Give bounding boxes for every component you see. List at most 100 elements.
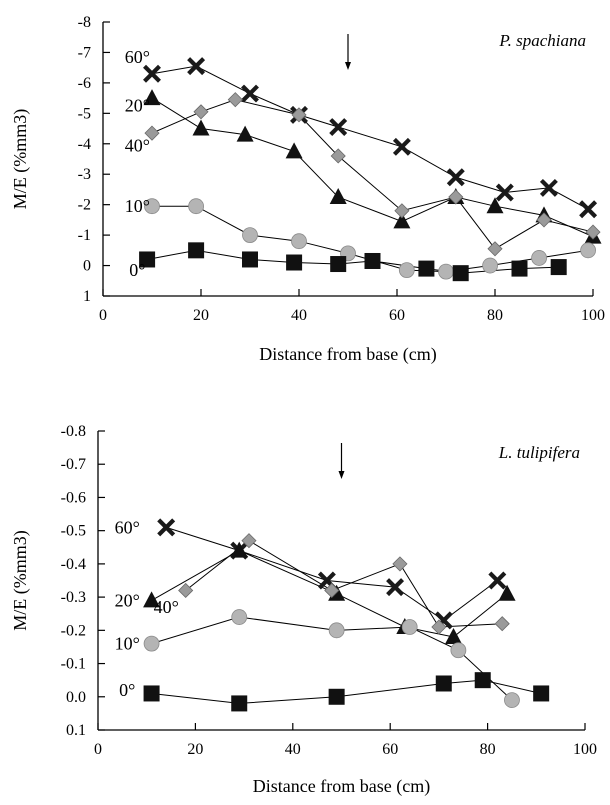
x-tick-label: 20: [187, 741, 203, 758]
data-point: [452, 265, 469, 282]
panel-title: L. tulipifera: [498, 443, 580, 462]
data-point: [241, 84, 259, 103]
series-label: 40°: [154, 597, 179, 617]
x-tick-label: 80: [480, 741, 496, 758]
data-point: [193, 104, 209, 120]
data-point: [531, 250, 547, 266]
data-point: [418, 260, 435, 277]
data-point: [438, 263, 454, 280]
x-tick-label: 20: [193, 307, 209, 324]
data-point: [536, 212, 552, 228]
data-point: [236, 125, 254, 142]
data-point: [143, 89, 161, 106]
series-label: 10°: [125, 196, 150, 216]
data-point: [188, 198, 205, 215]
data-point: [329, 188, 347, 205]
data-point: [330, 256, 347, 273]
data-point: [328, 622, 345, 639]
data-point: [178, 582, 194, 599]
data-point: [504, 692, 520, 708]
data-point: [539, 178, 558, 197]
data-point: [286, 254, 303, 271]
data-point: [511, 260, 528, 277]
data-point: [291, 233, 307, 250]
data-point: [533, 685, 550, 702]
data-point: [431, 619, 447, 635]
data-point: [192, 119, 210, 136]
data-point: [227, 92, 243, 108]
data-point: [143, 591, 161, 608]
y-tick-label: -2: [78, 197, 91, 214]
y-tick-label: -0.6: [61, 489, 86, 506]
data-point: [435, 675, 452, 692]
data-point: [393, 212, 411, 229]
y-axis-title: M/E (%mm3): [10, 530, 31, 631]
data-point: [494, 616, 510, 632]
series-label: 60°: [125, 47, 150, 67]
arrow-head: [338, 471, 345, 479]
series-label: 20°: [115, 590, 140, 610]
data-point: [448, 189, 464, 205]
data-point: [398, 262, 415, 279]
data-point: [585, 224, 601, 240]
y-tick-label: -7: [78, 44, 91, 61]
data-point: [329, 118, 348, 137]
y-tick-label: -0.3: [61, 589, 86, 606]
series-label: 60°: [115, 517, 140, 537]
y-tick-label: -5: [78, 105, 91, 122]
data-point: [144, 125, 160, 141]
data-point: [291, 107, 307, 123]
series-label: 0°: [129, 260, 145, 280]
series-line-2: [151, 99, 594, 250]
data-point: [482, 257, 499, 274]
data-point: [330, 148, 346, 164]
data-point: [143, 685, 160, 702]
data-point: [188, 242, 205, 259]
data-point: [386, 578, 405, 597]
y-tick-label: -0.7: [61, 456, 86, 473]
series-line-0: [151, 65, 589, 210]
data-point: [394, 203, 410, 219]
data-point: [231, 695, 248, 712]
y-tick-label: 1: [83, 288, 91, 305]
data-point: [445, 627, 463, 644]
series-line-4: [151, 679, 542, 704]
x-tick-label: 60: [389, 307, 405, 324]
data-point: [230, 541, 248, 558]
y-tick-label: -0.5: [61, 523, 86, 540]
x-tick-label: 0: [99, 307, 107, 324]
data-point: [144, 198, 160, 215]
y-tick-label: -3: [78, 166, 91, 183]
y-tick-label: 0: [83, 258, 91, 275]
x-tick-label: 60: [382, 741, 398, 758]
y-tick-label: -0.1: [61, 656, 86, 673]
series-label: 20°: [125, 96, 150, 116]
data-point: [187, 57, 206, 76]
x-tick-label: 40: [285, 741, 301, 758]
series-label: 40°: [125, 135, 150, 155]
x-tick-label: 0: [94, 741, 102, 758]
series-label: 10°: [115, 634, 140, 654]
y-tick-label: -6: [78, 75, 91, 92]
y-tick-label: -4: [78, 136, 91, 153]
data-point: [285, 142, 303, 159]
data-point: [231, 609, 248, 625]
data-point: [488, 571, 507, 590]
series-line-1: [151, 550, 508, 638]
y-tick-label: -8: [78, 14, 91, 31]
data-point: [495, 183, 514, 202]
series-label: 0°: [119, 680, 135, 700]
data-point: [550, 259, 567, 276]
arrow-head: [345, 62, 351, 70]
y-tick-label: -1: [78, 227, 91, 244]
y-axis-title: M/E (%mm3): [10, 109, 31, 210]
data-point: [242, 251, 258, 268]
y-tick-label: 0.0: [66, 689, 86, 706]
data-point: [157, 518, 176, 537]
data-point: [364, 252, 381, 269]
data-point: [143, 64, 161, 83]
data-point: [139, 251, 156, 268]
x-axis-title: Distance from base (cm): [253, 776, 430, 797]
data-point: [474, 672, 491, 689]
data-point: [486, 197, 504, 214]
